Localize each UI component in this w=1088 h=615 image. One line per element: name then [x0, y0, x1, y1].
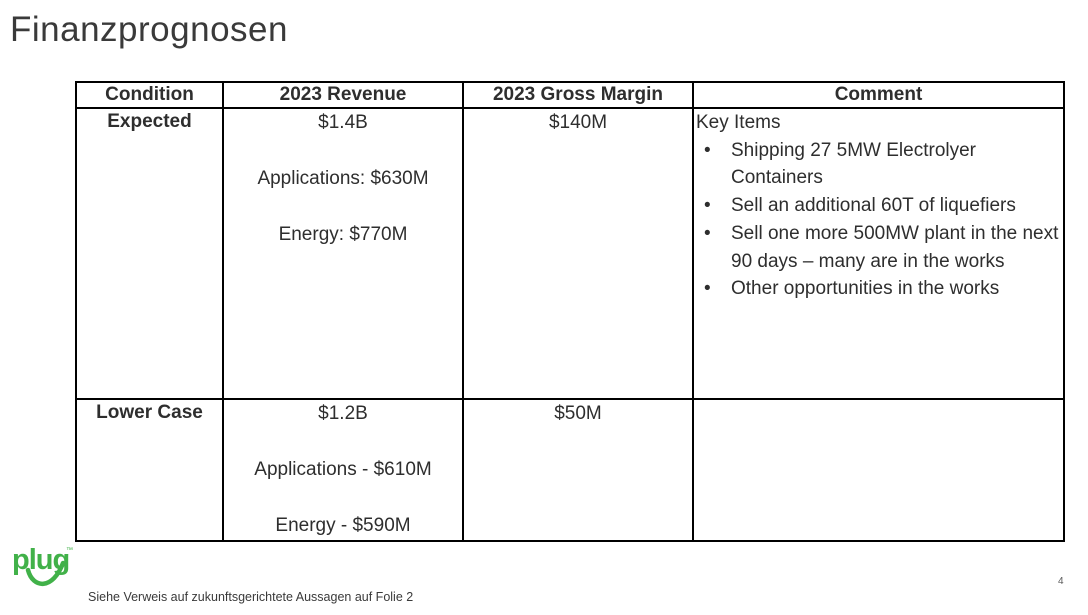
column-header-condition: Condition [75, 81, 224, 109]
condition-cell: Expected [75, 107, 224, 400]
gross-margin-cell: $50M [462, 398, 694, 542]
revenue-applications: Applications - $610M [254, 459, 432, 480]
comment-bullet: Sell an additional 60T of liquefiers [694, 192, 1063, 220]
gross-margin-cell: $140M [462, 107, 694, 400]
comment-title: Key Items [696, 112, 781, 133]
slide-page-number: 4 [1058, 576, 1064, 587]
financial-forecast-table: Condition 2023 Revenue 2023 Gross Margin… [75, 81, 1065, 542]
revenue-applications: Applications: $630M [257, 168, 429, 189]
plug-power-logo: plug ™ [12, 544, 73, 587]
revenue-total: $1.4B [318, 112, 368, 133]
condition-cell: Lower Case [75, 398, 224, 542]
table-row-lower-case: Lower Case $1.2B Applications - $610M En… [75, 398, 1065, 542]
comment-bullet-list: Shipping 27 5MW Electrolyer Containers S… [694, 137, 1063, 303]
column-header-gross-margin: 2023 Gross Margin [462, 81, 694, 109]
revenue-total: $1.2B [318, 403, 368, 424]
comment-cell: Key Items Shipping 27 5MW Electrolyer Co… [692, 107, 1065, 400]
revenue-cell: $1.2B Applications - $610M Energy - $590… [222, 398, 464, 542]
column-header-revenue: 2023 Revenue [222, 81, 464, 109]
comment-bullet: Shipping 27 5MW Electrolyer Containers [694, 137, 1063, 192]
table-row-expected: Expected $1.4B Applications: $630M Energ… [75, 107, 1065, 400]
comment-cell-empty [692, 398, 1065, 542]
table-header-row: Condition 2023 Revenue 2023 Gross Margin… [75, 81, 1065, 109]
forward-looking-statement-footnote: Siehe Verweis auf zukunftsgerichtete Aus… [88, 590, 414, 604]
revenue-cell: $1.4B Applications: $630M Energy: $770M [222, 107, 464, 400]
svg-text:™: ™ [66, 547, 73, 554]
comment-bullet: Sell one more 500MW plant in the next 90… [694, 220, 1063, 275]
revenue-energy: Energy - $590M [275, 515, 411, 536]
comment-bullet: Other opportunities in the works [694, 275, 1063, 303]
revenue-energy: Energy: $770M [278, 224, 408, 245]
page-title: Finanzprognosen [10, 10, 288, 49]
column-header-comment: Comment [692, 81, 1065, 109]
